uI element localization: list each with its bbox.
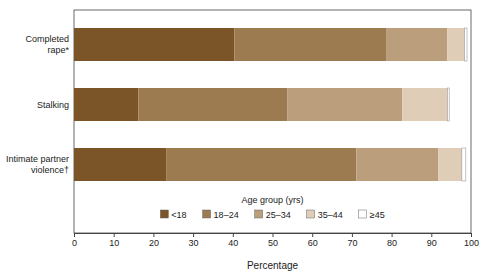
x-axis-title: Percentage xyxy=(247,260,299,271)
tick-mark xyxy=(352,233,353,237)
legend-label: 18–24 xyxy=(214,210,239,220)
tick-label: 80 xyxy=(387,238,397,248)
tick: 90 xyxy=(427,233,437,248)
bar-segment xyxy=(462,148,466,181)
legend-item: 18–24 xyxy=(203,210,239,220)
bar-segment xyxy=(448,88,450,121)
bar-segment xyxy=(356,148,438,181)
tick-label: 60 xyxy=(308,238,318,248)
legend-label: ≥45 xyxy=(370,210,385,220)
tick-label: 30 xyxy=(189,238,199,248)
bar-segment xyxy=(166,148,356,181)
legend-item: ≥45 xyxy=(359,210,385,220)
legend-item: 25–34 xyxy=(255,210,291,220)
tick-mark xyxy=(312,233,313,237)
y-axis: Completedrape* Stalking Intimate partnervi… xyxy=(6,34,70,175)
tick: 60 xyxy=(308,233,318,248)
legend-swatch xyxy=(255,210,263,218)
x-axis: 0 10 20 30 40 50 60 70 80 90 100 xyxy=(72,233,479,248)
bar-segment xyxy=(402,88,447,121)
bar-segment xyxy=(138,88,287,121)
bars xyxy=(74,28,467,181)
tick: 70 xyxy=(347,233,357,248)
legend-swatch xyxy=(203,210,211,218)
bar-segment xyxy=(465,28,467,61)
tick-label: 10 xyxy=(109,238,119,248)
tick-label: 100 xyxy=(464,238,479,248)
bar-segment xyxy=(438,148,461,181)
legend-swatch xyxy=(359,210,367,218)
series xyxy=(402,28,464,181)
legend: Age group (yrs) <18 18–24 25–34 35–44 ≥45 xyxy=(160,195,384,220)
legend-title: Age group (yrs) xyxy=(241,195,303,205)
tick-label: 50 xyxy=(268,238,278,248)
legend-swatch xyxy=(307,210,315,218)
legend-item: 35–44 xyxy=(307,210,343,220)
tick: 30 xyxy=(189,233,199,248)
plot: 0 10 20 30 40 50 60 70 80 90 100 Age group (yrs) <18… xyxy=(72,10,479,248)
tick: 100 xyxy=(464,233,479,248)
bar-segment xyxy=(74,28,234,61)
tick: 80 xyxy=(387,233,397,248)
tick-mark xyxy=(193,233,194,237)
axis-line xyxy=(75,234,472,238)
tick-label: 40 xyxy=(228,238,238,248)
legend-label: 35–44 xyxy=(318,210,343,220)
legend-label: <18 xyxy=(171,210,186,220)
tick: 20 xyxy=(149,233,159,248)
tick-mark xyxy=(74,233,75,237)
chart: 0 10 20 30 40 50 60 70 80 90 100 Age group (yrs) <18… xyxy=(0,0,481,277)
category-label: Completedrape* xyxy=(25,34,69,55)
series xyxy=(448,28,467,181)
tick-mark xyxy=(114,233,115,237)
tick-label: 90 xyxy=(427,238,437,248)
plot-frame xyxy=(74,10,471,233)
legend-swatch xyxy=(160,210,168,218)
bar-segment xyxy=(74,88,138,121)
tick-mark xyxy=(233,233,234,237)
tick-mark xyxy=(392,233,393,237)
bar-segment xyxy=(234,28,386,61)
bar-segment xyxy=(447,28,464,61)
tick-label: 20 xyxy=(149,238,159,248)
legend-label: 25–34 xyxy=(266,210,291,220)
tick-mark xyxy=(431,233,432,237)
tick: 0 xyxy=(72,233,77,248)
tick-mark xyxy=(471,233,472,237)
tick-mark xyxy=(153,233,154,237)
tick: 50 xyxy=(268,233,278,248)
series xyxy=(288,28,448,181)
category-label: Stalking xyxy=(37,100,69,110)
category-label: Intimate partnerviolence† xyxy=(6,154,69,175)
tick-label: 0 xyxy=(72,238,77,248)
bar-segment xyxy=(288,88,403,121)
tick: 40 xyxy=(228,233,238,248)
bar-segment xyxy=(74,148,166,181)
bar-segment xyxy=(386,28,447,61)
tick-mark xyxy=(273,233,274,237)
legend-item: <18 xyxy=(160,210,186,220)
tick: 10 xyxy=(109,233,119,248)
tick-label: 70 xyxy=(347,238,357,248)
